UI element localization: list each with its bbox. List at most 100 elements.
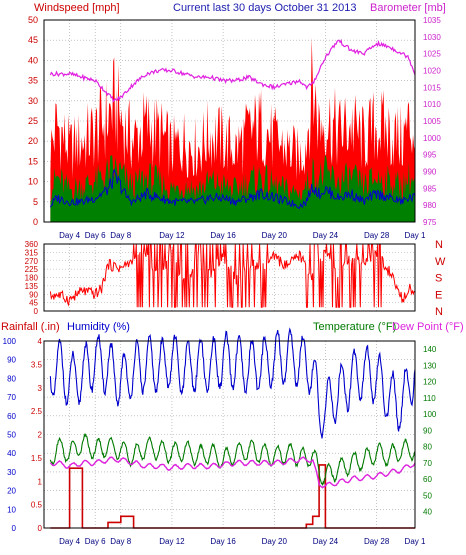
barometer-tick-label: 1020: [423, 67, 441, 76]
rain-tick-label: 2.5: [31, 407, 43, 416]
compass-label: E: [435, 289, 442, 301]
wind-tick-label: 35: [28, 76, 38, 86]
bottom-x-tick-label: Day 1: [405, 537, 426, 546]
wind-x-tick-label: Day 24: [313, 231, 339, 240]
wind-area: [50, 154, 416, 222]
temperature-tick-label: 120: [423, 378, 437, 387]
direction-tick-label: 315: [25, 248, 39, 257]
wind-average-line: [49, 168, 416, 210]
barometer-tick-label: 1005: [423, 117, 441, 126]
barometer-tick-label: 1010: [423, 100, 441, 109]
wind-tick-label: 15: [28, 156, 38, 166]
direction-tick-label: 225: [25, 265, 39, 274]
wind-x-tick-label: Day 4: [59, 231, 80, 240]
bottom-x-tick-label: Day 16: [210, 537, 236, 546]
direction-tick-label: 45: [29, 299, 38, 308]
bottom-x-tick-label: Day 12: [159, 537, 185, 546]
barometer-axis-title: Barometer [mb]: [370, 2, 446, 14]
direction-tick-label: 270: [25, 257, 39, 266]
humidity-tick-label: 40: [7, 449, 16, 458]
wind-tick-label: 40: [28, 55, 38, 65]
plot-layer: 0510152025303540455097598098599099510001…: [3, 15, 446, 546]
rain-tick-label: 2: [38, 431, 43, 440]
wind-x-tick-label: Day 8: [110, 231, 131, 240]
humidity-tick-label: 60: [7, 412, 16, 421]
wind-x-tick-label: Day 12: [159, 231, 185, 240]
chart-title: Current last 30 days October 31 2013: [173, 2, 356, 14]
barometer-tick-label: 1025: [423, 50, 441, 59]
wind-x-tick-label: Day 16: [210, 231, 236, 240]
barometer-line: [49, 38, 416, 103]
bottom-x-tick-label: Day 20: [262, 537, 288, 546]
barometer-tick-label: 980: [423, 201, 437, 210]
temperature-tick-label: 60: [423, 475, 432, 484]
direction-tick-label: 135: [25, 282, 39, 291]
wind-tick-label: 25: [28, 116, 38, 126]
wind-tick-label: 10: [28, 177, 38, 187]
wind-tick-label: 20: [28, 136, 38, 146]
humidity-tick-label: 80: [7, 374, 16, 383]
temperature-tick-label: 90: [423, 426, 432, 435]
humidity-tick-label: 10: [7, 505, 16, 514]
direction-tick-label: 0: [34, 307, 39, 316]
barometer-tick-label: 1030: [423, 33, 441, 42]
wind-tick-label: 0: [33, 217, 38, 227]
wind-tick-label: 5: [33, 197, 38, 207]
bottom-panel-frame: [43, 340, 416, 529]
barometer-tick-label: 995: [423, 151, 437, 160]
bottom-x-tick-label: Day 28: [364, 537, 390, 546]
humidity-tick-label: 90: [7, 356, 16, 365]
wind-x-tick-label: Day 6: [85, 231, 106, 240]
temperature-tick-label: 80: [423, 443, 432, 452]
temperature-axis-title: Temperature (°F): [313, 321, 396, 333]
humidity-tick-label: 50: [7, 431, 16, 440]
rain-tick-label: 1.5: [31, 454, 43, 463]
direction-tick-label: 360: [25, 240, 39, 249]
barometer-tick-label: 990: [423, 168, 437, 177]
temperature-tick-label: 40: [423, 508, 432, 517]
compass-label: S: [435, 273, 442, 285]
bottom-x-tick-label: Day 8: [110, 537, 131, 546]
wind-panel-frame: [43, 19, 416, 223]
humidity-tick-label: 30: [7, 468, 16, 477]
wind-tick-label: 50: [28, 15, 38, 25]
wind-x-tick-label: Day 1: [405, 231, 426, 240]
bottom-x-tick-label: Day 4: [59, 537, 80, 546]
temperature-tick-label: 140: [423, 345, 437, 354]
humidity-axis-title: Humidity (%): [67, 321, 130, 333]
dewpoint-axis-title: Dew Point (°F): [392, 321, 464, 333]
humidity-tick-label: 70: [7, 393, 16, 402]
temperature-tick-label: 110: [423, 394, 436, 403]
direction-tick-label: 180: [25, 274, 39, 283]
rain-tick-label: 0: [38, 524, 43, 533]
compass-label: N: [435, 306, 443, 318]
rain-tick-label: 4: [38, 337, 43, 346]
rain-tick-label: 3: [38, 384, 43, 393]
temperature-tick-label: 100: [423, 410, 437, 419]
humidity-tick-label: 20: [7, 487, 16, 496]
bottom-x-tick-label: Day 6: [85, 537, 106, 546]
wind-direction-line: [49, 243, 416, 308]
barometer-tick-label: 975: [423, 218, 437, 227]
wind-x-tick-label: Day 20: [262, 231, 288, 240]
direction-tick-label: 90: [29, 290, 38, 299]
barometer-tick-label: 1015: [423, 83, 441, 92]
bottom-x-tick-label: Day 24: [313, 537, 339, 546]
barometer-tick-label: 985: [423, 184, 437, 193]
rain-tick-label: 0.5: [31, 501, 43, 510]
temperature-tick-label: 50: [423, 491, 432, 500]
barometer-tick-label: 1000: [423, 134, 441, 143]
dewpoint-line: [49, 456, 416, 489]
barometer-tick-label: 1035: [423, 16, 441, 25]
rain-tick-label: 1: [38, 477, 43, 486]
humidity-tick-label: 0: [12, 524, 17, 533]
compass-label: W: [435, 256, 446, 268]
wind-tick-label: 45: [28, 35, 38, 45]
rain-tick-label: 3.5: [31, 360, 43, 369]
humidity-tick-label: 100: [3, 337, 17, 346]
compass-label: N: [435, 239, 443, 251]
direction-panel-frame: [43, 243, 416, 312]
temperature-tick-label: 130: [423, 361, 437, 370]
